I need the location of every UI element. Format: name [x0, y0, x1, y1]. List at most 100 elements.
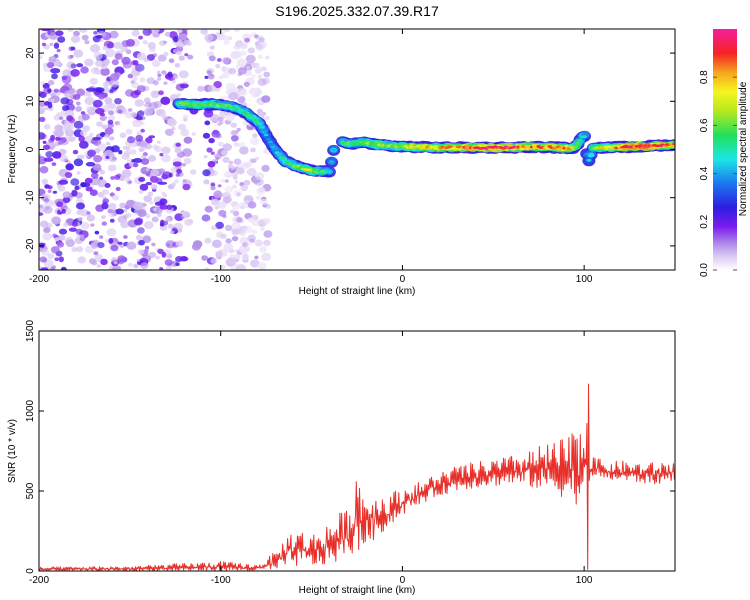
spectrogram-speckle-dot [58, 228, 68, 235]
spectrogram-speckle-dot [251, 74, 256, 78]
spectrogram-speckle-dot [204, 205, 213, 213]
spectrogram-speckle-dot [150, 168, 160, 177]
spectrogram-speckle-dot [163, 40, 167, 44]
spectrogram-speckle-dot [242, 242, 248, 248]
spectrogram-speckle-dot [217, 201, 227, 209]
spectrogram-speckle-dot [144, 107, 154, 116]
colorbar-tick-label: 0.4 [699, 166, 710, 180]
spectrogram-speckle-dot [238, 142, 246, 148]
spectrogram-speckle-dot [254, 255, 259, 260]
spectrogram-speckle-dot [115, 208, 124, 215]
spectrogram-speckle-dot [257, 54, 263, 60]
spectrogram-speckle-dot [143, 195, 152, 203]
spectrogram-speckle-dot [94, 69, 102, 75]
spectrogram-speckle-dot [79, 257, 84, 262]
spectrogram-speckle-dot [95, 60, 103, 67]
spectrogram-speckle-dot [140, 128, 145, 133]
spectrogram-speckle-dot [211, 130, 221, 138]
spectrogram-ridge-blob [582, 135, 587, 138]
spectrogram-speckle-dot [254, 239, 263, 247]
spectrogram-speckle-dot [158, 168, 165, 174]
spectrogram-speckle-dot [167, 118, 177, 127]
spectrogram-speckle-dot [113, 41, 123, 50]
spectrogram-speckle-dot [88, 258, 96, 265]
spectrogram-speckle-dot [91, 172, 99, 179]
spectrogram-ridge [172, 97, 675, 178]
spectrogram-speckle-dot [167, 223, 174, 229]
spectrogram-ridge-blob [268, 140, 273, 144]
spectrogram-speckle-dot [184, 53, 189, 57]
spectrogram-speckle-dot [117, 255, 126, 262]
spectrogram-speckle-dot [209, 73, 214, 78]
spectrogram-speckle-dot [101, 221, 107, 226]
spectrogram-speckle-dot [256, 108, 263, 114]
spectrogram-speckle-dot [145, 213, 151, 219]
spectrogram-speckle-dot [41, 178, 49, 185]
spectrogram-speckle-dot [255, 156, 260, 161]
spectrogram-speckle-dot [39, 132, 46, 140]
spectrogram-speckle-dot [139, 77, 146, 83]
spectrogram-speckle-dot [76, 202, 85, 210]
spectrogram-speckle-dot [224, 29, 230, 32]
spectrogram-speckle-dot [162, 171, 172, 179]
spectrogram-speckle-dot [52, 190, 58, 194]
spectrogram-speckle-dot [175, 240, 184, 247]
spectrogram-speckle-dot [178, 123, 187, 131]
spectrogram-speckle-dot [93, 31, 98, 35]
spectrogram-speckle-dot [80, 130, 87, 137]
spectrogram-speckle-dot [135, 116, 143, 121]
spectrogram-speckle-dot [179, 83, 189, 89]
spectrogram-speckle-dot [230, 130, 238, 136]
spectrogram-speckle-dot [80, 222, 90, 230]
spectrogram-speckle-dot [222, 71, 230, 79]
spectrogram-speckle-dot [176, 29, 183, 34]
spectrogram-speckle-dot [184, 218, 193, 226]
spectrogram-speckle-dot [114, 121, 121, 126]
spectrogram-speckle-dot [236, 217, 243, 223]
spectrogram-speckle-dot [98, 93, 106, 100]
spectrogram-y-axis-label: Frequency (Hz) [7, 115, 18, 184]
spectrogram-speckle-dot [178, 70, 189, 79]
spectrogram-speckle-dot [234, 180, 239, 184]
spectrogram-speckle-dot [125, 146, 131, 151]
spectrogram-speckle-dot [48, 79, 55, 86]
spectrogram-speckle-dot [47, 101, 53, 109]
spectrogram-speckle-dot [206, 70, 212, 75]
spectrogram-speckle-dot [102, 198, 110, 204]
spectrogram-speckle-dot [236, 127, 241, 132]
spectrogram-speckle-dot [172, 74, 179, 80]
snr-y-tick-label: 1000 [25, 399, 36, 422]
spectrogram-speckle-dot [182, 148, 193, 157]
spectrogram-speckle-dot [139, 183, 149, 191]
spectrogram-speckle-dot [250, 137, 260, 146]
spectrogram-speckle-dot [260, 227, 265, 231]
spectrogram-x-ticks: -200 -100 0 100 [29, 29, 593, 285]
spectrogram-speckle-dot [203, 109, 214, 118]
spectrogram-speckle-dot [150, 184, 158, 190]
spectrogram-speckle-dot [151, 242, 156, 247]
spectrogram-speckle-dot [151, 216, 159, 223]
spectrogram-speckle-dot [101, 202, 109, 210]
spectrogram-speckle-dot [225, 82, 236, 91]
snr-frame [38, 330, 676, 572]
spectrogram-speckle-dot [58, 154, 68, 162]
spectrogram-speckle-dot [73, 120, 84, 129]
spectrogram-speckle-dot [163, 81, 168, 85]
spectrogram-speckle-dot [143, 97, 151, 104]
spectrogram-speckle-dot [106, 153, 111, 157]
spectrogram-speckle-dot [157, 181, 168, 185]
spectrogram-speckle-dot [261, 95, 271, 103]
spectrogram-speckle-dot [39, 242, 46, 246]
spectrogram-speckle-dot [44, 106, 49, 111]
spectrogram-speckle-dot [39, 166, 49, 174]
spectrogram-speckle-dot [259, 246, 267, 253]
spectrogram-speckle-dot [143, 221, 154, 230]
spectrogram-speckle-dot [182, 183, 191, 191]
spectrogram-x-axis-label: Height of straight line (km) [299, 286, 416, 297]
spectrogram-speckle-dot [117, 109, 123, 114]
spectrogram-speckle-dot [125, 212, 132, 218]
spectrogram-speckle-dot [228, 92, 238, 101]
spectrogram-speckle-dot [39, 116, 46, 123]
spectrogram-speckle-dot [251, 219, 260, 227]
spectrogram-speckle-dot [174, 63, 181, 68]
